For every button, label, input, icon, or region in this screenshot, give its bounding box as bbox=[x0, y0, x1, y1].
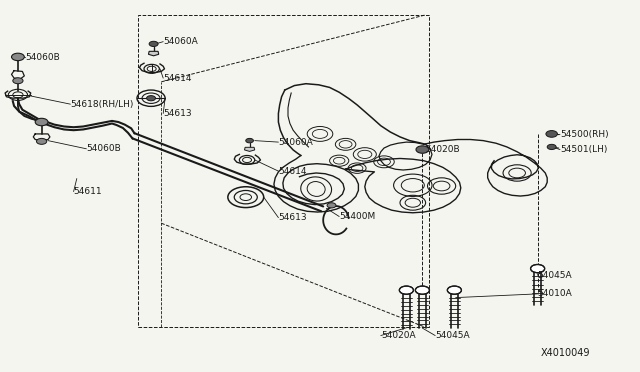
Text: 54500(RH): 54500(RH) bbox=[560, 130, 609, 139]
Text: 54045A: 54045A bbox=[435, 331, 470, 340]
Circle shape bbox=[149, 41, 158, 46]
Text: X4010049: X4010049 bbox=[541, 348, 590, 357]
Text: 54400M: 54400M bbox=[339, 212, 376, 221]
Text: 54618(RH/LH): 54618(RH/LH) bbox=[70, 100, 134, 109]
Text: 54020A: 54020A bbox=[381, 331, 415, 340]
Circle shape bbox=[13, 78, 23, 84]
Text: 54045A: 54045A bbox=[538, 271, 572, 280]
Circle shape bbox=[12, 53, 24, 61]
Text: 54060A: 54060A bbox=[163, 37, 198, 46]
Text: 54613: 54613 bbox=[278, 213, 307, 222]
Bar bbox=[138, 15, 429, 327]
Text: 54501(LH): 54501(LH) bbox=[560, 145, 607, 154]
Circle shape bbox=[546, 131, 557, 137]
Circle shape bbox=[447, 286, 461, 294]
Polygon shape bbox=[148, 51, 159, 56]
Text: 54614: 54614 bbox=[278, 167, 307, 176]
Circle shape bbox=[36, 138, 47, 144]
Polygon shape bbox=[244, 147, 255, 151]
Text: 54613: 54613 bbox=[163, 109, 192, 118]
Text: 54614: 54614 bbox=[163, 74, 192, 83]
Text: 54060B: 54060B bbox=[26, 53, 60, 62]
Circle shape bbox=[547, 144, 556, 150]
Text: 54020B: 54020B bbox=[426, 145, 460, 154]
Circle shape bbox=[531, 264, 545, 273]
Circle shape bbox=[416, 146, 429, 153]
Circle shape bbox=[147, 96, 156, 101]
Circle shape bbox=[415, 286, 429, 294]
Circle shape bbox=[327, 203, 336, 208]
Text: 54010A: 54010A bbox=[538, 289, 572, 298]
Circle shape bbox=[246, 138, 253, 143]
Text: 54060A: 54060A bbox=[278, 138, 313, 147]
Circle shape bbox=[35, 118, 48, 126]
Text: 54060B: 54060B bbox=[86, 144, 121, 153]
Text: 54611: 54611 bbox=[74, 187, 102, 196]
Circle shape bbox=[399, 286, 413, 294]
